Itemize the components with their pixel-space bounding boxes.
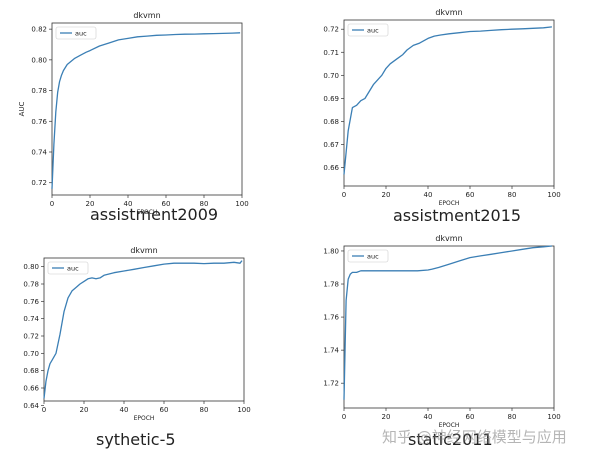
x-tick-label: 100 (547, 413, 560, 421)
x-tick-label: 60 (160, 406, 169, 414)
chart-caption-3: sythetic-5 (96, 430, 176, 449)
chart-sythetic-5: dkvmn 0 20 40 60 80 100 0.64 0.66 0.68 0.70 0.72 0.7… (23, 246, 250, 422)
y-tick-label: 1.72 (323, 380, 339, 388)
legend-box (55, 26, 97, 40)
y-tick-label: 0.78 (23, 281, 39, 289)
plot-frame (43, 257, 245, 402)
y-tick-label: 1.76 (323, 314, 339, 322)
x-tick-label: 40 (120, 406, 129, 414)
legend: auc (347, 249, 389, 263)
x-tick-label: 80 (508, 191, 517, 199)
y-tick-label: 0.68 (23, 367, 39, 375)
plot-frame (343, 245, 555, 409)
x-tick-label: 40 (124, 200, 133, 208)
x-tick-label: 20 (80, 406, 89, 414)
chart-assistment2009: dkvmn 0 20 40 60 80 100 0.72 0.74 0.76 0.78 0.80 0.8… (18, 11, 249, 216)
y-tick-label: 0.71 (323, 49, 339, 57)
x-tick-label: 80 (200, 200, 209, 208)
y-axis-label: AUC (18, 101, 26, 116)
chart-caption-4: static2011 (408, 430, 493, 449)
x-axis-label: EPOCH (134, 415, 155, 422)
x-tick-label: 100 (547, 191, 560, 199)
x-tick-label: 20 (86, 200, 95, 208)
y-tick-label: 0.70 (323, 72, 339, 80)
chart-panel-2: dkvmn 0 20 40 60 80 100 0.66 0.67 0.68 0.69 0.70 0.7… (300, 8, 600, 218)
y-tick-label: 0.69 (323, 95, 339, 103)
chart-caption-1: assistment2009 (90, 205, 219, 224)
chart-title: dkvmn (435, 8, 462, 17)
legend-box (347, 23, 389, 37)
y-tick-label: 0.80 (23, 263, 39, 271)
legend-label: auc (67, 265, 79, 273)
chart-title: dkvmn (133, 11, 160, 20)
x-axis-label: EPOCH (439, 200, 460, 207)
chart-assistment2015: dkvmn 0 20 40 60 80 100 0.66 0.67 0.68 0.69 0.70 0.7… (323, 8, 560, 207)
y-tick-label: 0.78 (31, 87, 47, 95)
x-tick-label: 80 (200, 406, 209, 414)
x-tick-label: 20 (382, 191, 391, 199)
legend: auc (55, 26, 97, 40)
plot-frame (51, 22, 243, 196)
chart-panel-1: dkvmn 0 20 40 60 80 100 0.72 0.74 0.76 0.78 0.80 0.8… (0, 8, 300, 218)
x-tick-label: 0 (342, 191, 346, 199)
x-tick-label: 100 (237, 406, 250, 414)
chart-title: dkvmn (130, 246, 157, 255)
x-tick-label: 0 (342, 413, 346, 421)
x-axis-label: EPOCH (137, 209, 158, 216)
plot-frame (343, 19, 555, 187)
legend: auc (347, 23, 389, 37)
y-tick-label: 0.66 (23, 385, 39, 393)
y-tick-label: 1.78 (323, 281, 339, 289)
chart-panel-4: dkvmn 0 20 40 60 80 100 1.72 1.74 1.76 1.78 1.80 EPO… (300, 232, 600, 432)
x-tick-label: 0 (50, 200, 54, 208)
x-tick-label: 60 (466, 413, 475, 421)
legend-label: auc (367, 27, 379, 35)
chart-panel-3: dkvmn 0 20 40 60 80 100 0.64 0.66 0.68 0.70 0.72 0.7… (0, 240, 300, 435)
y-tick-label: 1.80 (323, 247, 339, 255)
y-tick-label: 0.64 (23, 402, 39, 410)
x-tick-label: 40 (424, 413, 433, 421)
x-tick-label: 0 (42, 406, 46, 414)
legend-box (47, 261, 89, 275)
x-tick-label: 60 (162, 200, 171, 208)
x-axis-label: EPOCH (439, 422, 460, 429)
y-tick-label: 0.76 (23, 298, 39, 306)
series-line-auc (343, 26, 552, 175)
y-tick-label: 0.72 (31, 179, 47, 187)
x-tick-label: 20 (382, 413, 391, 421)
legend-box (347, 249, 389, 263)
series-line-auc (43, 260, 243, 399)
x-tick-label: 40 (424, 191, 433, 199)
watermark-text: 知乎 @神经网络模型与应用 (382, 428, 567, 446)
series-line-auc (51, 32, 241, 189)
y-tick-label: 0.70 (23, 350, 39, 358)
chart-static2011: dkvmn 0 20 40 60 80 100 1.72 1.74 1.76 1.78 1.80 EPO… (323, 234, 560, 429)
legend: auc (47, 261, 89, 275)
y-tick-label: 0.74 (23, 315, 39, 323)
y-tick-label: 0.74 (31, 149, 47, 157)
x-tick-label: 100 (235, 200, 248, 208)
x-tick-label: 80 (508, 413, 517, 421)
chart-title: dkvmn (435, 234, 462, 243)
y-tick-label: 0.72 (23, 333, 39, 341)
y-tick-label: 1.74 (323, 347, 339, 355)
y-tick-label: 0.67 (323, 141, 339, 149)
y-tick-label: 0.72 (323, 26, 339, 34)
legend-label: auc (75, 30, 87, 38)
chart-caption-2: assistment2015 (393, 206, 522, 225)
y-tick-label: 0.80 (31, 56, 47, 64)
x-tick-label: 60 (466, 191, 475, 199)
y-tick-label: 0.82 (31, 26, 47, 34)
series-line-auc (343, 245, 552, 400)
y-tick-label: 0.68 (323, 118, 339, 126)
legend-label: auc (367, 253, 379, 261)
y-tick-label: 0.66 (323, 164, 339, 172)
y-tick-label: 0.76 (31, 118, 47, 126)
